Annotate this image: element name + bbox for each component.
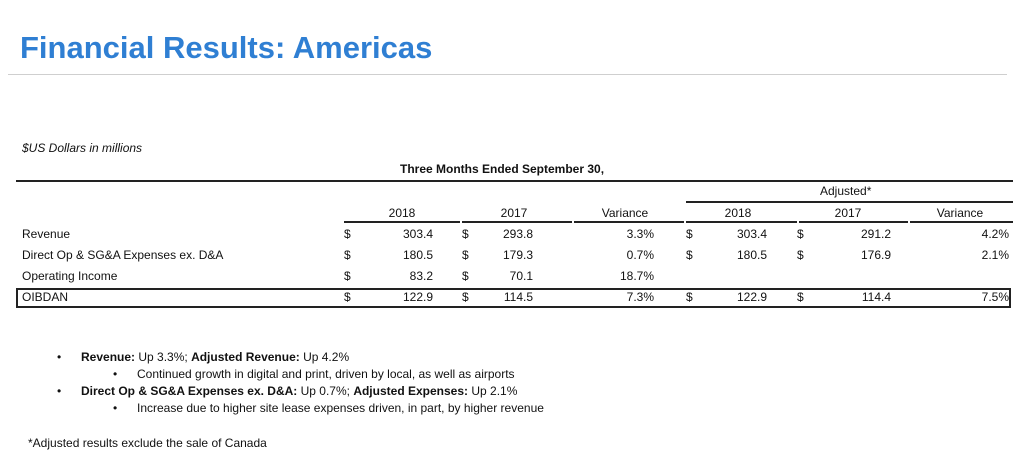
table-cell: 0.7% [626,248,654,262]
currency-symbol: $ [797,227,804,241]
table-cell: 114.4 [861,290,891,304]
table-cell: 7.5% [981,290,1009,304]
currency-symbol: $ [462,269,469,283]
column-header: 2017 [834,206,862,220]
table-top-rule [16,180,1013,182]
table-cell: 83.2 [409,269,433,283]
oibdan-highlight-box [16,288,1011,308]
title-divider [8,74,1007,75]
sub-bullet-icon: • [113,367,118,381]
column-header: 2018 [724,206,752,220]
table-cell: 70.1 [509,269,533,283]
table-cell: 114.5 [503,290,533,304]
bullet-icon: • [57,350,62,364]
column-header: Variance [601,206,649,220]
sub-bullet-revenue: Continued growth in digital and print, d… [137,367,515,381]
bullet-text: Up 3.3%; [135,350,192,364]
column-header: 2018 [388,206,416,220]
table-cell: 180.5 [736,248,767,262]
column-underline [910,221,1013,223]
adjusted-rule [686,201,1013,203]
currency-symbol: $ [797,248,804,262]
table-cell: 7.3% [626,290,654,304]
column-underline [344,221,460,223]
row-label: OIBDAN [22,290,69,304]
currency-symbol: $ [344,248,351,262]
bullet-bold: Adjusted Expenses: [353,384,469,398]
table-cell: 18.7% [619,269,654,283]
table-cell: 303.4 [736,227,767,241]
footnote: *Adjusted results exclude the sale of Ca… [28,436,267,450]
bullet-bold: Revenue: [81,350,136,364]
period-header: Three Months Ended September 30, [400,162,605,176]
column-underline [462,221,572,223]
currency-symbol: $ [686,248,693,262]
row-label: Revenue [22,227,71,241]
table-cell: 2.1% [981,248,1009,262]
bullet-text: Up 2.1% [468,384,518,398]
currency-symbol: $ [344,269,351,283]
table-cell: 293.8 [502,227,533,241]
column-underline [686,221,797,223]
table-cell: 122.9 [736,290,767,304]
bullet-bold: Adjusted Revenue: [191,350,300,364]
currency-symbol: $ [462,248,469,262]
column-header: Variance [936,206,984,220]
sub-bullet-icon: • [113,401,118,415]
column-underline [799,221,908,223]
row-label: Operating Income [22,269,118,283]
bullet-text: Up 0.7%; [297,384,354,398]
table-cell: 303.4 [402,227,433,241]
table-cell: 291.2 [860,227,891,241]
currency-symbol: $ [344,290,351,304]
page-title: Financial Results: Americas [20,30,433,65]
table-cell: 122.9 [402,290,433,304]
currency-symbol: $ [462,227,469,241]
currency-symbol: $ [797,290,804,304]
column-header: 2017 [500,206,528,220]
currency-symbol: $ [686,227,693,241]
units-note: $US Dollars in millions [22,141,143,155]
row-label: Direct Op & SG&A Expenses ex. D&A [22,248,224,262]
table-cell: 4.2% [981,227,1009,241]
table-cell: 3.3% [626,227,654,241]
sub-bullet-expenses: Increase due to higher site lease expens… [137,401,544,415]
currency-symbol: $ [686,290,693,304]
bullet-bold: Direct Op & SG&A Expenses ex. D&A: [81,384,298,398]
bullet-icon: • [57,384,62,398]
adjusted-header: Adjusted* [820,184,872,198]
table-cell: 180.5 [402,248,433,262]
bullet-expenses: Direct Op & SG&A Expenses ex. D&A: Up 0.… [81,384,517,398]
column-underline [574,221,684,223]
table-cell: 179.3 [502,248,533,262]
bullet-revenue: Revenue: Up 3.3%; Adjusted Revenue: Up 4… [81,350,349,364]
table-cell: 176.9 [860,248,891,262]
currency-symbol: $ [462,290,469,304]
currency-symbol: $ [344,227,351,241]
bullet-text: Up 4.2% [299,350,350,364]
